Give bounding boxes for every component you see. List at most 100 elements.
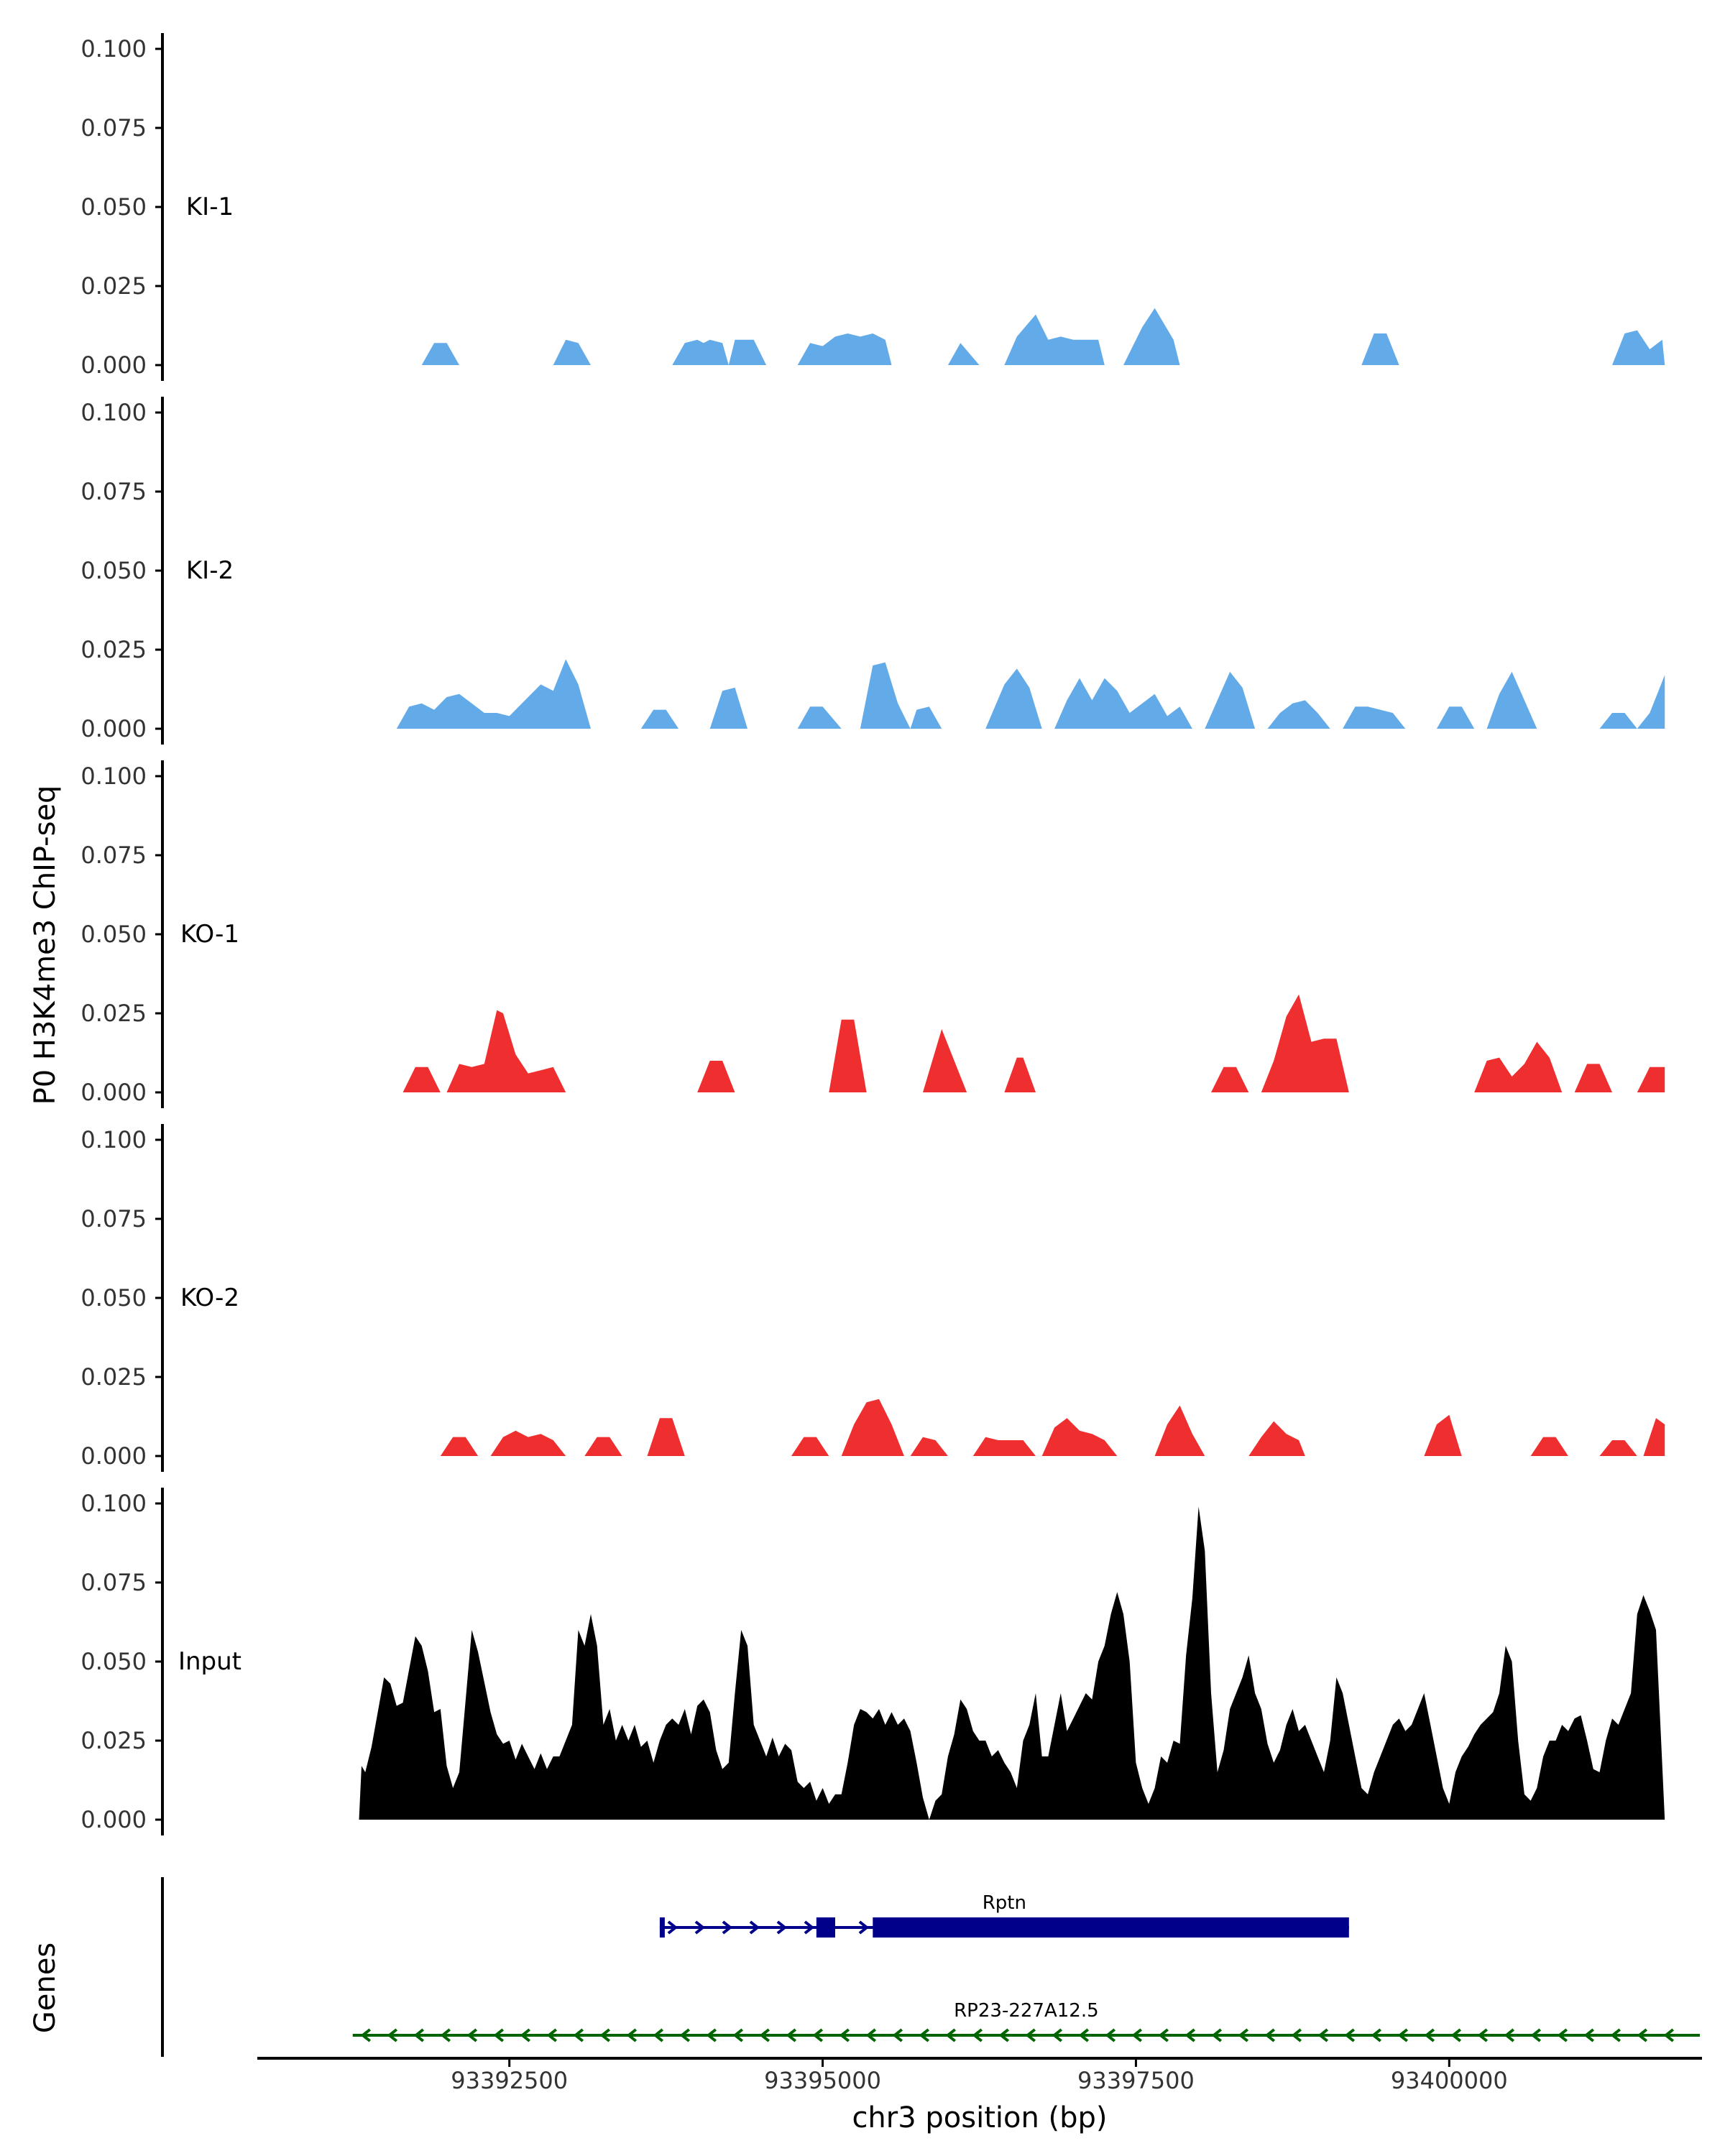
strand-arrow: [667, 1920, 678, 1935]
strand-arrow: [694, 1920, 706, 1935]
x-tick-label: 93392500: [451, 2067, 568, 2094]
strand-arrow: [1663, 2028, 1675, 2042]
gene-rp23-227a12-5: RP23-227A12.5: [352, 2000, 1700, 2042]
y-tick-label: 0.075: [80, 1569, 147, 1596]
y-tick-label: 0.050: [80, 1648, 147, 1675]
gene-label: RP23-227A12.5: [954, 2000, 1099, 2022]
strand-arrow: [413, 2028, 425, 2042]
y-tick-label: 0.100: [80, 1490, 147, 1517]
strand-arrow: [858, 1920, 870, 1935]
y-tick-label: 0.075: [80, 478, 147, 505]
track-label: KI-2: [186, 556, 234, 585]
y-tick-label: 0.075: [80, 1205, 147, 1233]
strand-arrow: [759, 2028, 770, 2042]
signal-area-ki-1: [421, 308, 1665, 365]
signal-area-ko-1: [402, 994, 1665, 1092]
y-tick-label: 0.000: [80, 351, 147, 379]
y-tick-label: 0.000: [80, 1079, 147, 1106]
strand-arrow: [722, 1920, 733, 1935]
strand-arrow: [1583, 2028, 1595, 2042]
strand-arrow: [1131, 2028, 1143, 2042]
strand-arrow: [387, 2028, 398, 2042]
y-tick-label: 0.000: [80, 1806, 147, 1833]
track-panel-ki-1: 0.000 0.025 0.050 0.075 0.100 KI-1: [80, 33, 1665, 381]
strand-arrow: [732, 2028, 744, 2042]
strand-arrow: [865, 2028, 877, 2042]
strand-arrow: [1025, 2028, 1036, 2042]
strand-arrow: [998, 2028, 1010, 2042]
y-tick-label: 0.000: [80, 715, 147, 742]
strand-arrow: [1424, 2028, 1435, 2042]
signal-area-input: [359, 1506, 1665, 1820]
strand-arrow: [1610, 2028, 1622, 2042]
strand-arrow: [626, 2028, 638, 2042]
track-panel-ko-1: 0.000 0.025 0.050 0.075 0.100 KO-1: [80, 760, 1665, 1108]
track-panel-ki-2: 0.000 0.025 0.050 0.075 0.100 KI-2: [80, 397, 1665, 745]
y-tick-label: 0.100: [80, 35, 147, 63]
strand-arrow: [1371, 2028, 1382, 2042]
strand-arrow: [972, 2028, 983, 2042]
signal-area-ki-2: [396, 659, 1665, 729]
y-tick-label: 0.050: [80, 1284, 147, 1312]
strand-arrow: [653, 2028, 664, 2042]
strand-arrow: [546, 2028, 558, 2042]
x-tick-label: 93400000: [1391, 2067, 1508, 2094]
track-label: KO-1: [180, 920, 239, 949]
x-tick-label: 93395000: [764, 2067, 881, 2094]
y-tick-label: 0.025: [80, 636, 147, 663]
strand-arrow: [776, 1920, 788, 1935]
strand-arrow: [706, 2028, 717, 2042]
strand-arrow: [1637, 2028, 1648, 2042]
gene-label: Rptn: [983, 1892, 1026, 1914]
strand-arrow: [493, 2028, 505, 2042]
y-axis-title: P0 H3K4me3 ChIP-seq: [29, 786, 62, 1105]
y-tick-label: 0.025: [80, 1000, 147, 1027]
y-tick-label: 0.100: [80, 1126, 147, 1153]
strand-arrow: [786, 2028, 797, 2042]
strand-arrow: [1450, 2028, 1462, 2042]
strand-arrow: [812, 2028, 824, 2042]
strand-arrow: [679, 2028, 691, 2042]
strand-arrow: [1211, 2028, 1223, 2042]
strand-arrow: [749, 1920, 760, 1935]
strand-arrow: [1530, 2028, 1542, 2042]
y-tick-label: 0.025: [80, 1727, 147, 1754]
strand-arrow: [892, 2028, 903, 2042]
strand-arrow: [360, 2028, 372, 2042]
strand-arrow: [1291, 2028, 1302, 2042]
gene-exon: [873, 1917, 1349, 1938]
strand-arrow: [1264, 2028, 1276, 2042]
y-tick-label: 0.050: [80, 193, 147, 221]
strand-arrow: [1238, 2028, 1249, 2042]
strand-arrow: [1557, 2028, 1568, 2042]
strand-arrow: [1105, 2028, 1116, 2042]
x-tick-label: 93397500: [1077, 2067, 1195, 2094]
strand-arrow: [1397, 2028, 1409, 2042]
strand-arrow: [1504, 2028, 1515, 2042]
gene-track: Rptn RP23-227A12.5: [161, 1877, 1700, 2057]
strand-arrow: [573, 2028, 584, 2042]
y-tick-label: 0.025: [80, 272, 147, 300]
track-panel-ko-2: 0.000 0.025 0.050 0.075 0.100 KO-2: [80, 1124, 1665, 1472]
y-tick-label: 0.000: [80, 1442, 147, 1470]
gene-rptn: Rptn: [659, 1892, 1349, 1938]
x-axis: 93392500 93395000 93397500 93400000: [257, 2057, 1702, 2094]
strand-arrow: [804, 1920, 815, 1935]
track-label: Input: [178, 1647, 242, 1676]
y-tick-label: 0.050: [80, 557, 147, 584]
strand-arrow: [1317, 2028, 1329, 2042]
strand-arrow: [1344, 2028, 1356, 2042]
strand-arrow: [1477, 2028, 1489, 2042]
strand-arrow: [839, 2028, 850, 2042]
genes-axis-title: Genes: [29, 1943, 62, 2033]
y-tick-label: 0.100: [80, 399, 147, 426]
signal-area-ko-2: [440, 1399, 1665, 1456]
strand-arrow: [1078, 2028, 1090, 2042]
strand-arrow: [945, 2028, 957, 2042]
strand-arrow: [520, 2028, 531, 2042]
strand-arrow: [599, 2028, 611, 2042]
strand-arrow: [466, 2028, 478, 2042]
x-axis-title: chr3 position (bp): [852, 2101, 1107, 2134]
track-panel-input: 0.000 0.025 0.050 0.075 0.100 Input: [80, 1488, 1665, 1835]
